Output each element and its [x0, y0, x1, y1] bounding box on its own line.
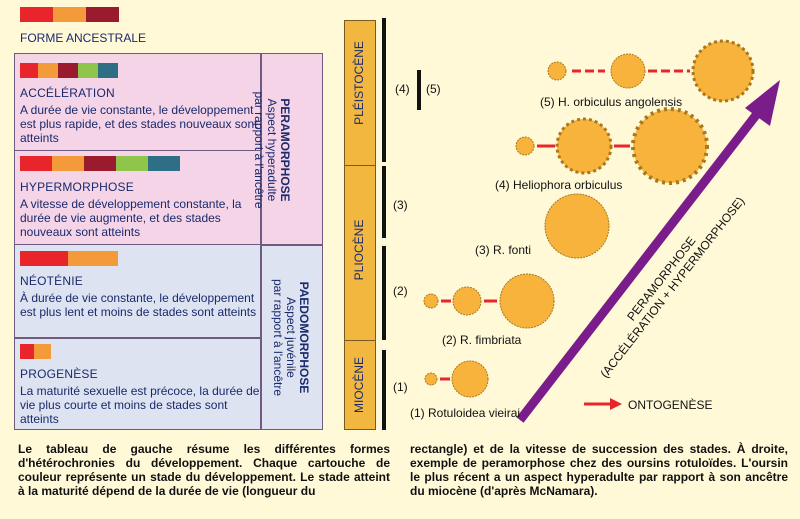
- paedomorphose-sub1: Aspect juvénile: [284, 297, 298, 378]
- species-5-label: (5) H. orbiculus angolensis: [540, 95, 683, 109]
- progenese-text: La maturité sexuelle est précoce, la dur…: [20, 384, 260, 426]
- epoch-miocene: MIOCÈNE: [352, 357, 366, 414]
- urchin-4a: [515, 136, 535, 156]
- epoch-divider: [344, 340, 376, 341]
- epoch-pliocene: PLIOCÈNE: [352, 219, 366, 281]
- hypermorphose-title: HYPERMORPHOSE: [20, 180, 134, 194]
- swatch-maroon: [58, 63, 78, 78]
- epoch-bar: [344, 20, 376, 430]
- marker-5: (5): [426, 82, 441, 96]
- marker-2: (2): [393, 284, 408, 298]
- paedomorphose-title-text: PAEDOMORPHOSE: [297, 281, 311, 394]
- peramorphose-side: [261, 53, 323, 245]
- peramorphose-sub2: par rapport à l'ancêtre: [252, 91, 266, 209]
- peramorphose-sub1: Aspect hyperadulte: [265, 98, 279, 202]
- species-3-label: (3) R. fonti: [475, 243, 532, 257]
- swatch-orange: [34, 344, 51, 359]
- paedomorphose-sub2: par rapport à l'ancêtre: [271, 278, 285, 397]
- species-1-label: (1) Rotuloidea vieirai: [410, 406, 521, 420]
- peramorphose-arrowhead: [745, 80, 780, 126]
- progenese-title: PROGENÈSE: [20, 367, 98, 381]
- urchin-diagram: [423, 39, 780, 423]
- caption-right: rectangle) et de la vitesse de successio…: [410, 442, 788, 498]
- swatch-orange: [38, 63, 58, 78]
- urchin-5c: [691, 39, 755, 103]
- epoch-pleistocene: PLÉISTOCÈNE: [352, 41, 366, 125]
- swatch-red: [20, 251, 68, 266]
- urchin-3: [544, 193, 610, 259]
- ontogenese-label: ONTOGENÈSE: [628, 398, 713, 412]
- swatch-red: [20, 344, 34, 359]
- marker-3: (3): [393, 198, 408, 212]
- urchin-1a: [424, 372, 438, 386]
- acceleration-text: A durée de vie constante, le développeme…: [20, 103, 258, 145]
- epoch-divider: [344, 165, 376, 166]
- urchin-5b: [610, 53, 646, 89]
- progenese-box: [14, 338, 261, 430]
- swatch-green: [116, 156, 148, 171]
- peramorphose-arrow: [516, 107, 764, 423]
- urchin-5a: [547, 61, 567, 81]
- swatch-red: [20, 7, 53, 22]
- range-bar-4: [382, 18, 386, 162]
- swatch-teal: [148, 156, 180, 171]
- urchin-2b: [452, 286, 482, 316]
- legend-arrowhead: [610, 398, 622, 410]
- swatch-red: [20, 63, 38, 78]
- neotenie-text: À durée de vie constante, le développeme…: [20, 291, 257, 319]
- range-bar-3: [382, 166, 386, 238]
- species-2-label: (2) R. fimbriata: [442, 333, 522, 347]
- range-bar-1: [382, 350, 386, 430]
- species-4-label: (4) Heliophora orbiculus: [495, 178, 623, 192]
- swatch-orange: [68, 251, 118, 266]
- range-bar-2: [382, 246, 386, 340]
- swatch-orange: [52, 156, 84, 171]
- swatch-maroon: [84, 156, 116, 171]
- urchin-2c: [499, 273, 555, 329]
- swatch-maroon: [86, 7, 119, 22]
- swatch-orange: [53, 7, 86, 22]
- swatch-teal: [98, 63, 118, 78]
- urchin-1b: [451, 360, 489, 398]
- ancestral-title: FORME ANCESTRALE: [20, 31, 147, 45]
- urchin-4c: [631, 107, 709, 185]
- marker-1: (1): [393, 380, 408, 394]
- neotenie-title: NÉOTÉNIE: [20, 274, 83, 288]
- marker-4: (4): [395, 82, 410, 96]
- peramorphose-title: PERAMORPHOSE Aspect hyperadulte par rapp…: [252, 60, 292, 240]
- swatch-red: [20, 156, 52, 171]
- paedomorphose-side: [261, 245, 323, 430]
- paedomorphose-title: PAEDOMORPHOSE Aspect juvénile par rappor…: [271, 250, 311, 425]
- acceleration-title: ACCÉLÉRATION: [20, 86, 115, 100]
- urchin-4b: [555, 117, 613, 175]
- peramorphose-title-text: PERAMORPHOSE: [278, 98, 292, 202]
- swatch-green: [78, 63, 98, 78]
- caption-left: Le tableau de gauche résume les différen…: [18, 442, 390, 498]
- hypermorphose-text: A vitesse de développement constante, la…: [20, 197, 242, 239]
- urchin-2a: [423, 293, 439, 309]
- range-bar-5: [417, 70, 421, 110]
